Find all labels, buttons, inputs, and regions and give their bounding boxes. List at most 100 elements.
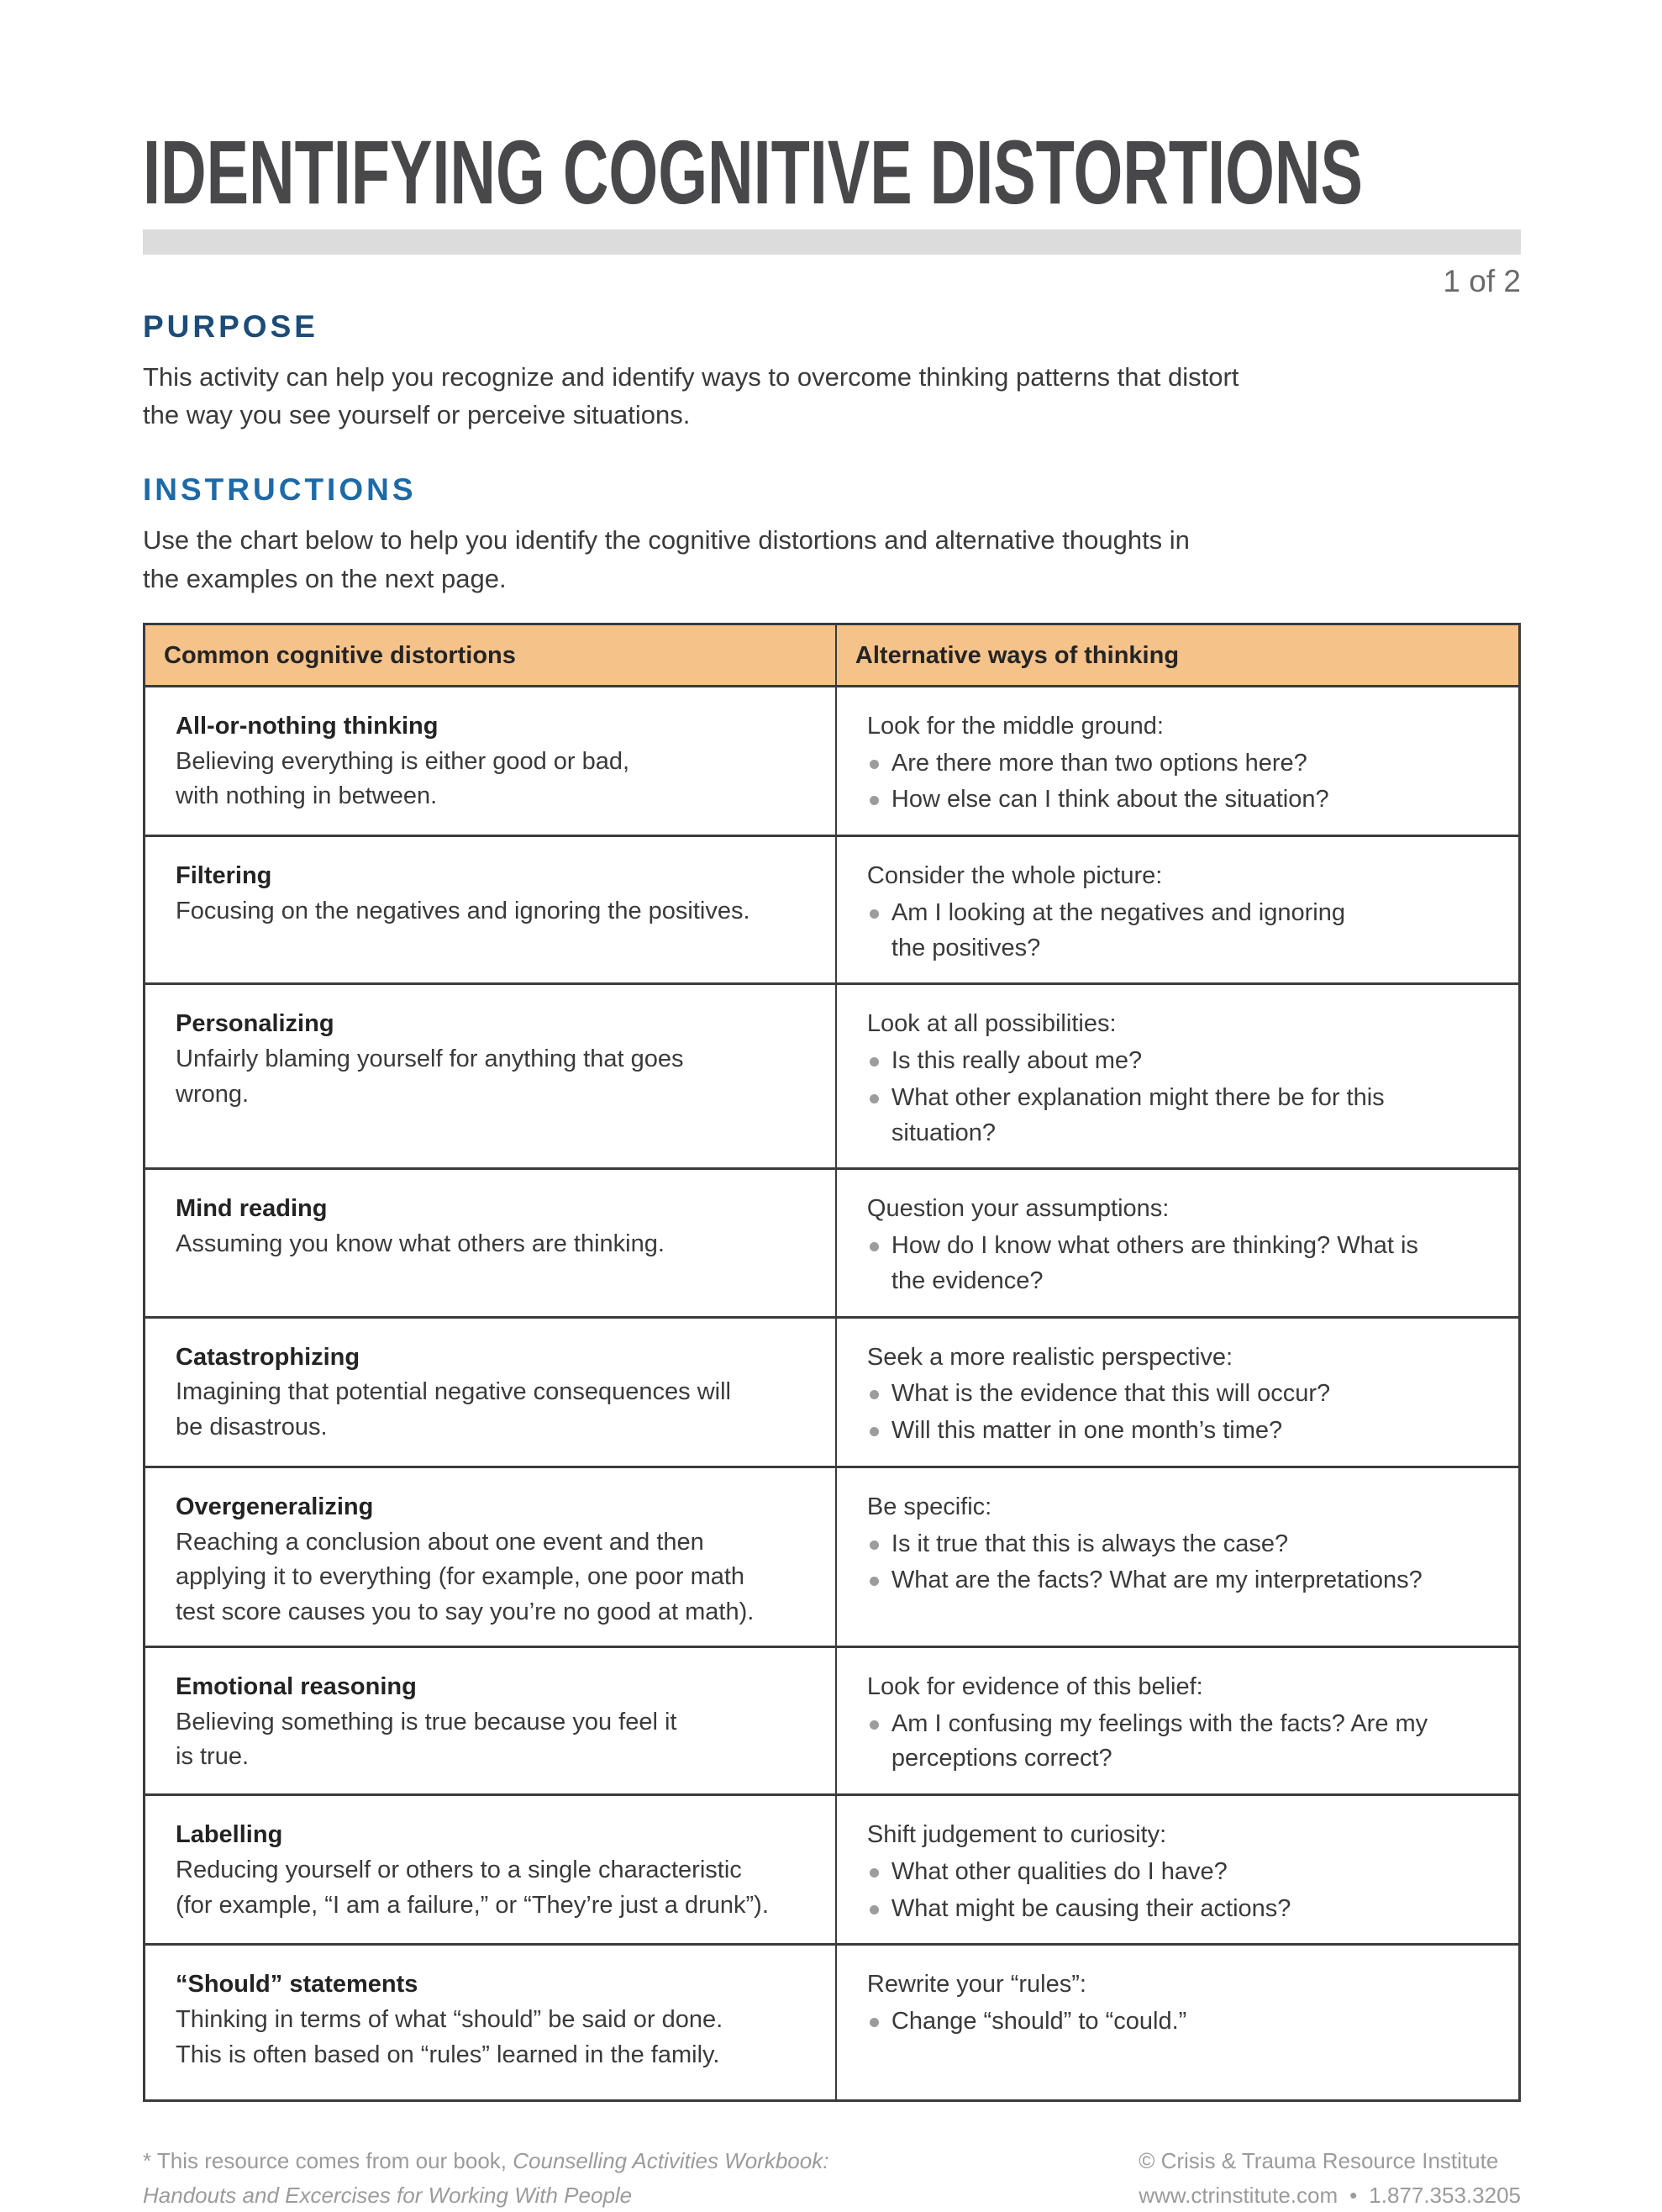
bullet-dot-icon [869, 1427, 879, 1437]
distortion-description: Thinking in terms of what “should” be sa… [176, 2006, 723, 2068]
bullet-list: Are there more than two options here? Ho… [867, 746, 1495, 819]
distortion-name: Mind reading [176, 1195, 328, 1223]
page-title: IDENTIFYING COGNITIVE DISTORTIONS [143, 121, 1363, 223]
bullet-item: What other qualities do I have? [867, 1855, 1495, 1890]
page-footer: * This resource comes from our book, Cou… [143, 2144, 1521, 2212]
bullet-text: Am I confusing my feelings with the fact… [891, 1709, 1428, 1772]
footer-source-note: * This resource comes from our book, Cou… [143, 2144, 828, 2212]
bullet-dot-icon [869, 1093, 879, 1103]
distortion-description: Reducing yourself or others to a single … [176, 1856, 769, 1919]
bullet-dot-icon [869, 1390, 879, 1400]
instructions-body: Use the chart below to help you identify… [143, 525, 1190, 593]
distortion-name: “Should” statements [176, 1971, 418, 1999]
bullet-list: How do I know what others are thinking? … [867, 1229, 1495, 1299]
bullet-dot-icon [869, 1577, 879, 1587]
bullet-text: Change “should” to “could.” [891, 2008, 1187, 2036]
distortion-name: Overgeneralizing [176, 1493, 374, 1520]
bullet-item: What is the evidence that this will occu… [867, 1377, 1495, 1412]
purpose-body: This activity can help you recognize and… [143, 361, 1239, 430]
bullet-text: What might be causing their actions? [891, 1894, 1291, 1922]
distortion-name: All-or-nothing thinking [176, 712, 439, 740]
bullet-dot-icon [869, 1242, 879, 1252]
bullet-text: How do I know what others are thinking? … [891, 1232, 1418, 1294]
table-row: Overgeneralizing Reaching a conclusion a… [143, 1465, 1521, 1648]
bullet-text: What are the facts? What are my interpre… [891, 1567, 1423, 1594]
distortion-description: Unfairly blaming yourself for anything t… [176, 1045, 684, 1108]
distortion-description: Imagining that potential negative conseq… [176, 1378, 731, 1441]
bullet-list: Change “should” to “could.” [867, 2004, 1495, 2040]
distortion-description: Focusing on the negatives and ignoring t… [176, 897, 750, 924]
bullet-dot-icon [869, 1867, 879, 1878]
column-header-distortions: Common cognitive distortions [143, 622, 837, 687]
worksheet-page: IDENTIFYING COGNITIVE DISTORTIONS 1 of 2… [143, 121, 1521, 2208]
distortion-description: Believing something is true because you … [176, 1708, 677, 1771]
distortion-name: Labelling [176, 1821, 283, 1849]
bullet-item: How else can I think about the situation… [867, 782, 1495, 818]
footer-copyright: © Crisis & Trauma Resource Institute [1139, 2148, 1499, 2174]
bullet-dot-icon [869, 908, 879, 919]
bullet-text: What other qualities do I have? [891, 1857, 1228, 1885]
bullet-text: What is the evidence that this will occu… [891, 1380, 1331, 1408]
bullet-text: Will this matter in one month’s time? [891, 1417, 1283, 1445]
bullet-list: Am I looking at the negatives and ignori… [867, 896, 1495, 966]
table-row: Mind reading Assuming you know what othe… [143, 1167, 1521, 1319]
footer-source-prefix: * This resource comes from our book, [143, 2148, 513, 2174]
footer-phone: 1.877.353.3205 [1369, 2182, 1521, 2208]
table-row: “Should” statements Thinking in terms of… [143, 1943, 1521, 2103]
alternative-intro: Rewrite your “rules”: [866, 1971, 1086, 1999]
footer-book-subtitle: Handouts and Excercises for Working With… [143, 2182, 633, 2208]
bullet-item: Change “should” to “could.” [867, 2004, 1495, 2040]
alternative-intro: Look for the middle ground: [866, 712, 1164, 740]
alternative-intro: Shift judgement to curiosity: [866, 1821, 1167, 1849]
footer-website: www.ctrinstitute.com [1139, 2182, 1339, 2208]
distortion-name: Personalizing [176, 1010, 334, 1038]
instructions-heading: INSTRUCTIONS [143, 472, 417, 508]
bullet-text: Are there more than two options here? [891, 749, 1307, 777]
bullet-list: Am I confusing my feelings with the fact… [867, 1707, 1495, 1778]
distortion-description: Assuming you know what others are thinki… [176, 1230, 665, 1258]
bullet-list: What is the evidence that this will occu… [867, 1377, 1495, 1449]
table-row: Filtering Focusing on the negatives and … [143, 835, 1521, 986]
bullet-item: Will this matter in one month’s time? [867, 1414, 1495, 1449]
footer-separator-dot: • [1349, 2182, 1358, 2208]
bullet-text: Am I looking at the negatives and ignori… [891, 898, 1345, 961]
alternative-intro: Look for evidence of this belief: [866, 1672, 1203, 1700]
bullet-dot-icon [869, 759, 879, 769]
footer-org-info: © Crisis & Trauma Resource Institute www… [1139, 2144, 1521, 2212]
bullet-item: Are there more than two options here? [867, 746, 1495, 782]
distortion-name: Filtering [176, 862, 272, 890]
distortion-name: Catastrophizing [176, 1343, 360, 1371]
alternative-intro: Look at all possibilities: [866, 1010, 1117, 1038]
bullet-item: How do I know what others are thinking? … [867, 1229, 1495, 1299]
alternative-intro: Be specific: [866, 1493, 992, 1520]
bullet-item: What might be causing their actions? [867, 1892, 1495, 1927]
distortion-description: Reaching a conclusion about one event an… [176, 1528, 755, 1626]
alternative-intro: Seek a more realistic perspective: [866, 1343, 1233, 1371]
bullet-dot-icon [869, 1057, 879, 1067]
alternative-intro: Consider the whole picture: [866, 862, 1163, 890]
alternative-intro: Question your assumptions: [866, 1195, 1170, 1223]
bullet-item: Is it true that this is always the case? [867, 1527, 1495, 1562]
purpose-heading: PURPOSE [143, 308, 318, 344]
table-row: Catastrophizing Imagining that potential… [143, 1315, 1521, 1468]
table-row: Emotional reasoning Believing something … [143, 1645, 1521, 1797]
bullet-item: What other explanation might there be fo… [867, 1081, 1495, 1151]
column-header-alternatives: Alternative ways of thinking [834, 622, 1521, 687]
distortions-table: Common cognitive distortions Alternative… [143, 622, 1521, 2103]
bullet-item: Am I looking at the negatives and ignori… [867, 896, 1495, 966]
bullet-item: Is this really about me? [867, 1044, 1495, 1079]
bullet-dot-icon [869, 796, 879, 806]
table-row: Labelling Reducing yourself or others to… [143, 1793, 1521, 1946]
table-body: All-or-nothing thinking Believing everyt… [143, 684, 1521, 2103]
table-row: All-or-nothing thinking Believing everyt… [143, 684, 1521, 838]
bullet-list: Is this really about me? What other expl… [867, 1044, 1495, 1151]
page-indicator: 1 of 2 [1443, 264, 1521, 299]
bullet-dot-icon [869, 2018, 879, 2028]
bullet-text: Is it true that this is always the case? [891, 1530, 1289, 1557]
bullet-text: What other explanation might there be fo… [891, 1083, 1385, 1146]
bullet-item: What are the facts? What are my interpre… [867, 1563, 1495, 1598]
bullet-dot-icon [869, 1540, 879, 1550]
bullet-list: What other qualities do I have? What mig… [867, 1855, 1495, 1927]
bullet-text: Is this really about me? [891, 1047, 1143, 1075]
footer-book-title: Counselling Activities Workbook: [513, 2148, 829, 2174]
